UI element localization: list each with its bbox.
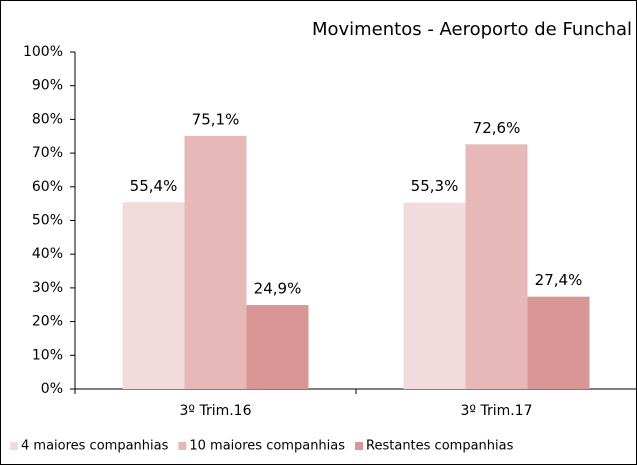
data-label: 72,6% <box>473 119 521 137</box>
bar <box>122 202 185 389</box>
y-tick-label: 10% <box>32 347 63 363</box>
data-label: 55,4% <box>130 177 178 195</box>
y-tick-label: 80% <box>32 111 63 127</box>
y-tick-label: 30% <box>32 280 63 296</box>
legend-label: Restantes companhias <box>366 439 514 454</box>
y-tick-label: 100% <box>23 44 63 60</box>
y-tick-label: 40% <box>32 246 63 262</box>
chart-title: Movimentos - Aeroporto de Funchal <box>312 19 632 40</box>
bar <box>246 305 309 389</box>
x-tick-label: 3º Trim.16 <box>180 403 252 419</box>
data-label: 27,4% <box>535 271 583 289</box>
y-tick-label: 20% <box>32 314 63 330</box>
legend-swatch <box>355 442 364 450</box>
bar <box>527 296 590 389</box>
bar <box>403 202 466 389</box>
y-tick-label: 90% <box>32 78 63 94</box>
data-label: 24,9% <box>254 280 302 298</box>
legend-label: 10 maiores companhias <box>189 439 345 454</box>
bar <box>465 144 528 389</box>
y-tick-label: 0% <box>41 381 63 397</box>
legend-swatch <box>10 442 18 450</box>
legend-label: 4 maiores companhias <box>21 439 169 454</box>
data-label: 55,3% <box>411 177 459 195</box>
y-tick-label: 70% <box>32 145 63 161</box>
x-tick-label: 3º Trim.17 <box>461 403 533 419</box>
bar <box>184 135 247 389</box>
y-tick-label: 60% <box>32 179 63 195</box>
y-tick-label: 50% <box>32 213 63 229</box>
legend-swatch <box>178 442 187 450</box>
data-label: 75,1% <box>192 110 240 128</box>
